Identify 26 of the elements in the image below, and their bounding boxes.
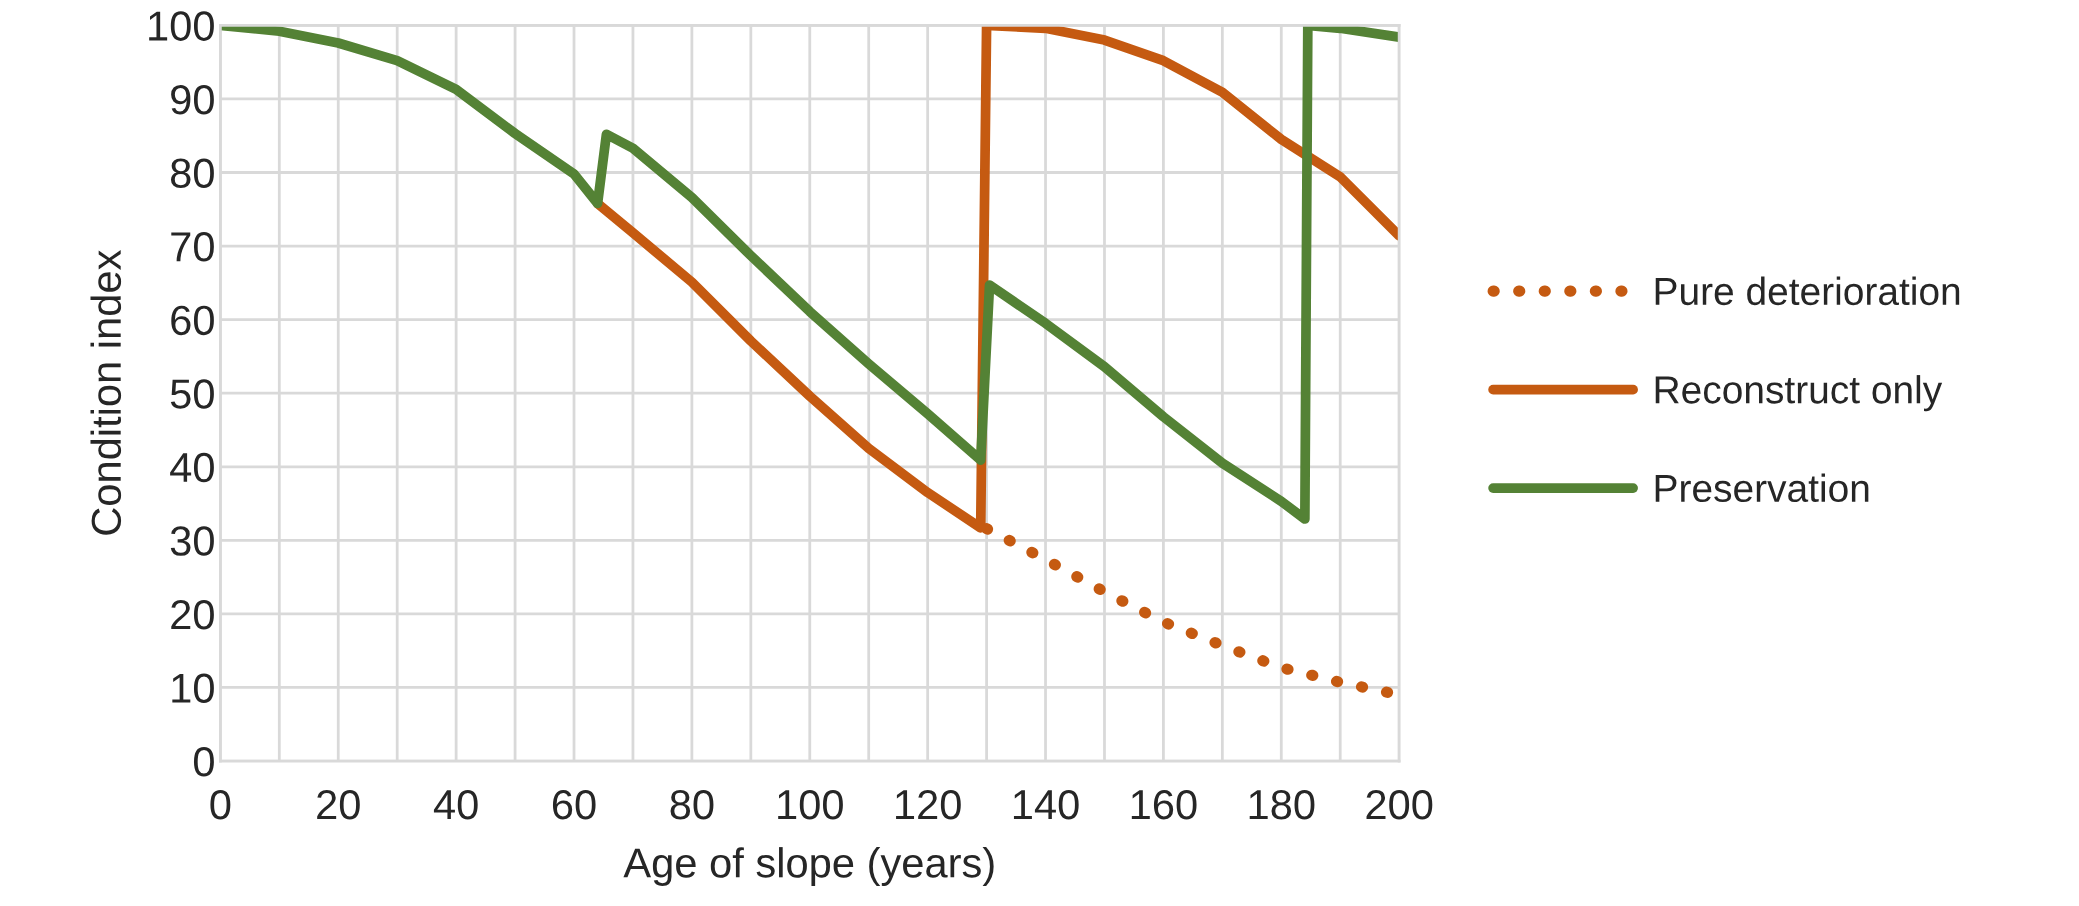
y-tick-label: 80 [170, 158, 214, 189]
y-tick-label: 50 [170, 379, 214, 409]
y-tick-label: 60 [171, 305, 214, 336]
y-tick-label: 30 [170, 526, 214, 556]
legend-label: Pure deterioration [1655, 276, 1960, 306]
y-tick-label: 100 [149, 11, 214, 41]
x-tick-label: 160 [1131, 789, 1197, 820]
y-tick-label: 10 [172, 673, 214, 703]
y-tick-label: 70 [171, 232, 214, 262]
legend-label: Preservation [1655, 473, 1869, 503]
x-tick-label: 120 [896, 789, 961, 820]
legend-label: Reconstruct only [1655, 375, 1943, 412]
y-tick-label: 20 [171, 599, 214, 630]
x-tick-label: 140 [1013, 789, 1079, 820]
x-axis-title: Age of slope (years) [623, 847, 994, 886]
y-axis-title: Condition index [90, 250, 122, 535]
x-tick-label: 180 [1249, 789, 1315, 820]
x-tick-label: 80 [670, 789, 714, 820]
x-tick-label: 100 [778, 789, 843, 820]
x-tick-label: 20 [317, 789, 360, 820]
y-tick-label: 0 [193, 747, 214, 777]
x-tick-label: 40 [433, 789, 478, 820]
y-tick-label: 40 [170, 452, 214, 483]
y-tick-label: 90 [171, 84, 214, 115]
x-tick-label: 200 [1366, 789, 1433, 820]
x-tick-label: 60 [552, 789, 596, 820]
